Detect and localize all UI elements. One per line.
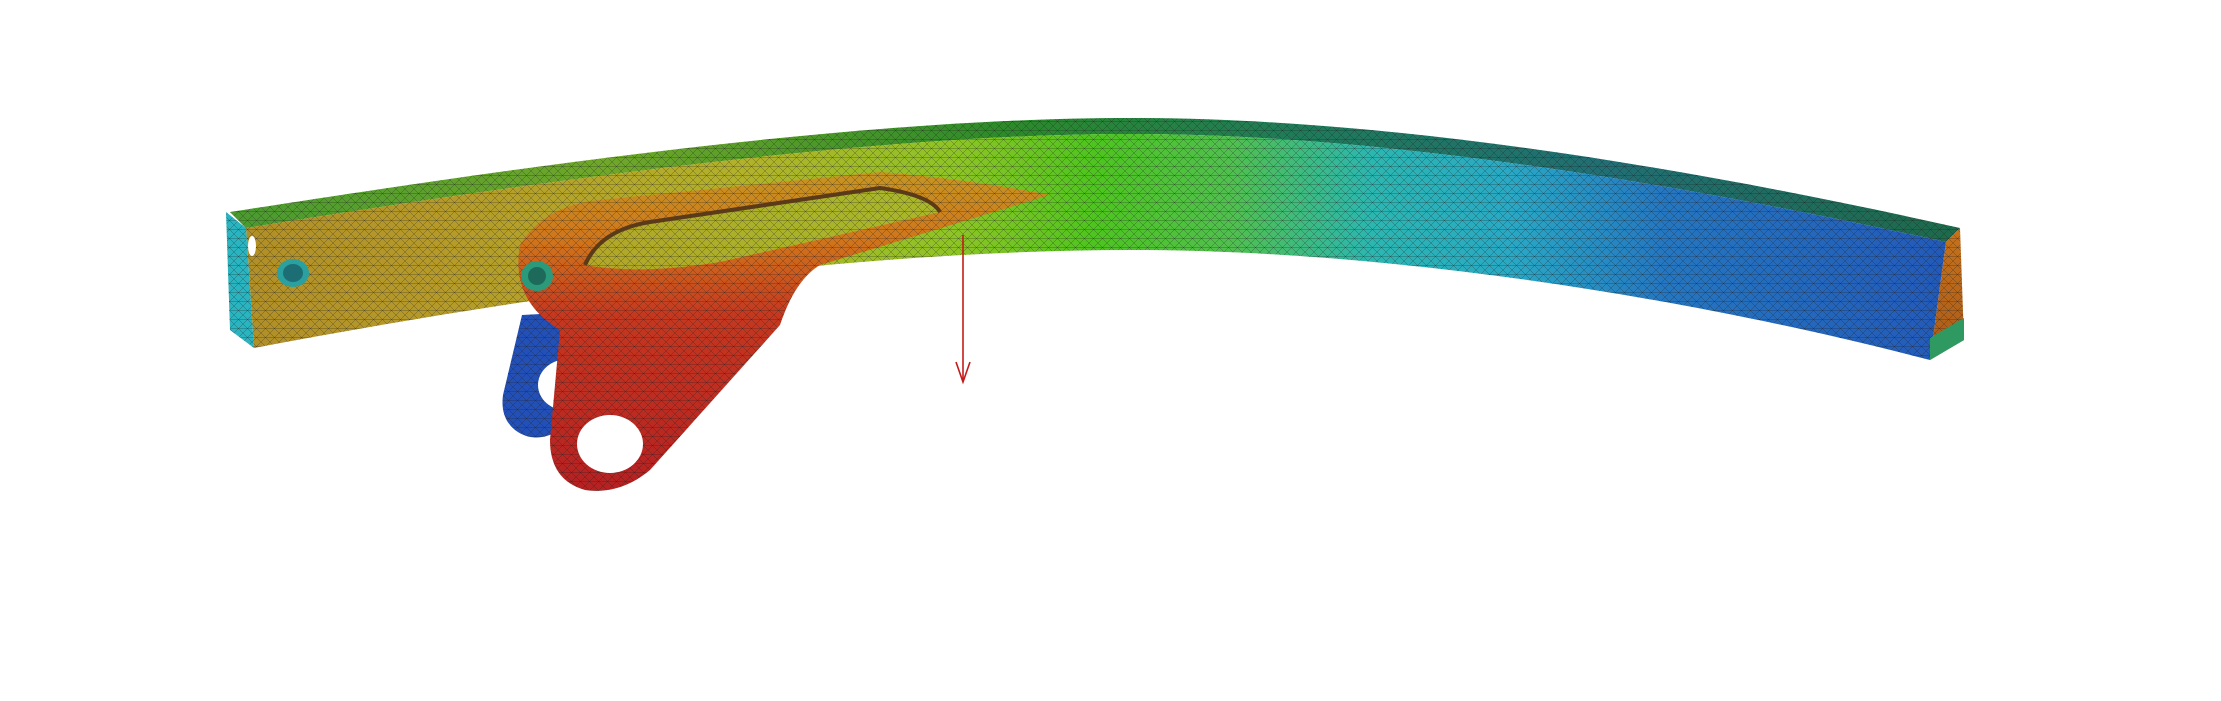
beam-right-end — [1930, 228, 1964, 360]
beam-mount-hole — [277, 259, 309, 287]
bracket-lower-hole — [577, 415, 643, 473]
beam-left-end — [226, 212, 256, 348]
beam-top-face — [230, 118, 1960, 242]
left-end-hole — [248, 236, 256, 256]
beam-side-face — [246, 134, 1946, 360]
load-arrow — [955, 235, 971, 385]
front-bracket — [518, 172, 1050, 491]
